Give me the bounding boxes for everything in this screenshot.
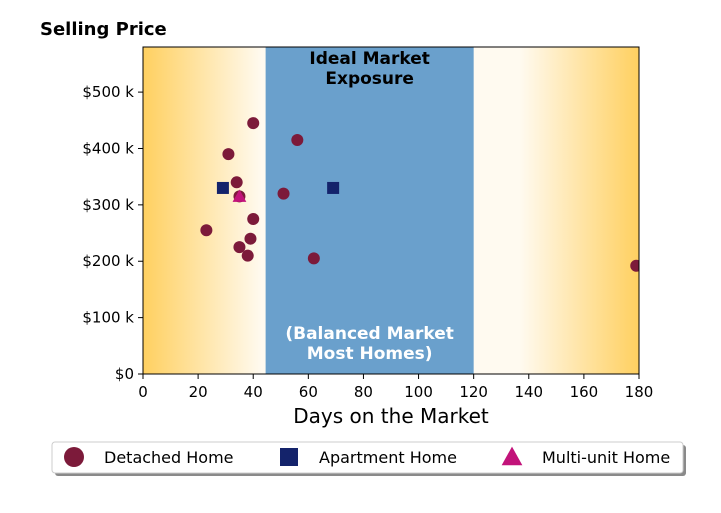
apartment-home-point [216,181,229,194]
y-tick-label: $200 k [82,252,134,270]
x-axis: 0 20 40 60 80 100 120 140 160 180 [138,374,653,401]
detached-home-point [230,176,243,189]
detached-home-point [307,252,320,265]
apartment-home-point [327,181,340,194]
legend-label: Apartment Home [319,448,457,467]
detached-home-point [244,232,257,245]
legend-items: Detached Home Apartment Home Multi-unit Ho… [64,446,670,467]
x-tick-label: 100 [404,383,433,401]
x-tick-label: 0 [138,383,148,401]
y-axis: $0 $100 k $200 k $300 k $400 k $500 k [82,83,143,383]
points-layer [200,117,639,272]
chart-title: Selling Price [40,19,167,40]
plot-frame [142,46,640,375]
legend-marker-multi-unit [501,446,523,466]
detached-home-point [247,212,260,225]
zone-label-top: Exposure [325,69,414,89]
detached-home-point [630,259,639,272]
zone-label-top: Ideal Market [309,49,430,69]
detached-home-point [200,224,213,237]
y-tick-label: $400 k [82,139,134,157]
y-tick-label: $100 k [82,309,134,327]
legend: Detached Home Apartment Home Multi-unit Ho… [51,441,686,476]
legend-label: Multi-unit Home [542,448,670,467]
legend-label: Detached Home [104,448,234,467]
detached-home-point [241,249,254,262]
y-tick-label: $500 k [82,83,134,101]
detached-home-point [222,148,235,161]
x-tick-label: 80 [354,383,373,401]
zone-label-bottom: (Balanced Market [285,324,454,344]
x-tick-label: 60 [299,383,318,401]
legend-marker-apartment [280,448,298,466]
x-axis-title: Days on the Market [293,404,489,428]
y-tick-label: $300 k [82,196,134,214]
detached-home-point [233,241,246,254]
detached-home-point [247,117,260,130]
x-tick-label: 20 [189,383,208,401]
x-tick-label: 140 [514,383,543,401]
y-tick-label: $0 [115,365,134,383]
detached-home-point [291,134,304,147]
multi-unit-home-point [232,189,247,202]
x-tick-label: 160 [570,383,599,401]
zone-band [265,47,474,374]
detached-home-point [277,187,290,200]
x-tick-label: 40 [244,383,263,401]
x-tick-label: 180 [625,383,654,401]
zone-label-bottom: Most Homes) [307,344,433,364]
x-tick-label: 120 [459,383,488,401]
legend-marker-detached [64,447,84,467]
legend-box [51,441,684,474]
